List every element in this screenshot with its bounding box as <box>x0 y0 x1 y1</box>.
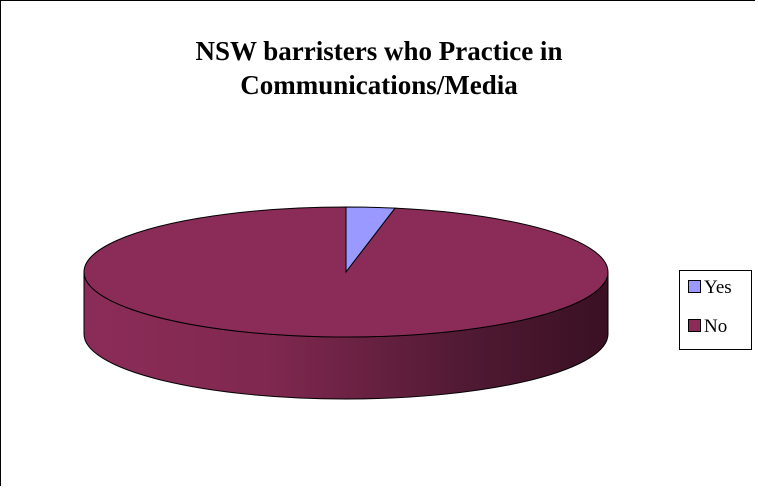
legend-label-no: No <box>704 316 728 337</box>
legend-item-yes: Yes <box>688 277 732 299</box>
chart-title: NSW barristers who Practice in Communica… <box>0 34 758 102</box>
legend-swatch-no <box>688 319 701 333</box>
legend-label-yes: Yes <box>704 277 732 298</box>
chart-title-line-1: NSW barristers who Practice in <box>195 36 563 66</box>
legend: Yes No <box>679 270 752 350</box>
legend-item-no: No <box>688 316 727 338</box>
pie-slice-no <box>83 206 609 338</box>
legend-swatch-yes <box>688 280 701 294</box>
chart-title-line-2: Communications/Media <box>240 70 518 100</box>
